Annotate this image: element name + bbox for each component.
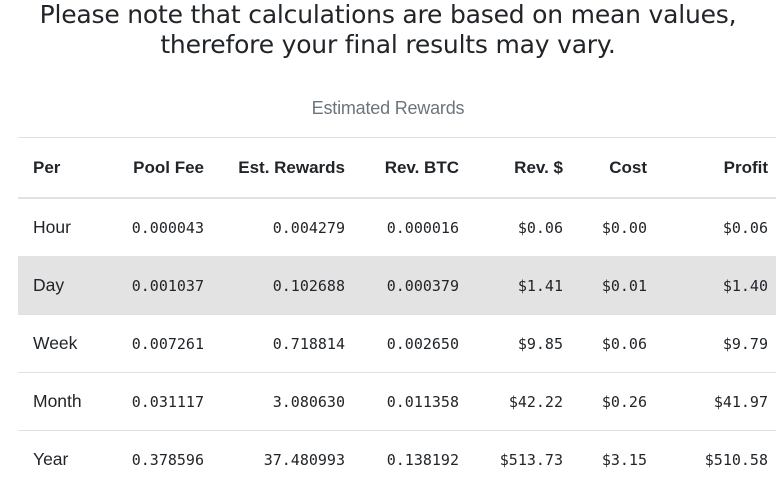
table-row: Month 0.031117 3.080630 0.011358 $42.22 … [18, 372, 776, 431]
cell-profit: $1.40 [647, 256, 776, 315]
cell-per: Hour [18, 197, 100, 257]
cell-per: Week [18, 314, 100, 373]
header-rev-usd: Rev. $ [459, 137, 563, 199]
table-row: Week 0.007261 0.718814 0.002650 $9.85 $0… [18, 314, 776, 373]
cell-profit: $0.06 [647, 197, 776, 257]
cell-pool-fee: 0.000043 [100, 197, 204, 257]
cell-rev-usd: $9.85 [459, 314, 563, 373]
cell-cost: $0.06 [563, 314, 647, 373]
estimated-rewards-table: Per Pool Fee Est. Rewards Rev. BTC Rev. … [18, 137, 776, 488]
cell-profit: $9.79 [647, 314, 776, 373]
header-per: Per [18, 137, 100, 199]
header-rev-btc: Rev. BTC [345, 137, 459, 199]
cell-rev-btc: 0.011358 [345, 372, 459, 431]
cell-per: Month [18, 372, 100, 431]
table-caption: Estimated Rewards [311, 98, 465, 118]
cell-pool-fee: 0.001037 [100, 256, 204, 315]
header-cost: Cost [563, 137, 647, 199]
cell-per: Year [18, 430, 100, 488]
cell-rev-btc: 0.002650 [345, 314, 459, 373]
notice-line-1: Please note that calculations are based … [39, 0, 737, 29]
cell-per: Day [18, 256, 100, 315]
cell-rev-usd: $513.73 [459, 430, 563, 488]
notice-line-2: therefore your final results may vary. [160, 30, 616, 59]
cell-pool-fee: 0.007261 [100, 314, 204, 373]
table-row: Hour 0.000043 0.004279 0.000016 $0.06 $0… [18, 197, 776, 257]
cell-rev-btc: 0.138192 [345, 430, 459, 488]
header-profit: Profit [647, 137, 776, 199]
table-header-row: Per Pool Fee Est. Rewards Rev. BTC Rev. … [18, 137, 776, 199]
cell-cost: $3.15 [563, 430, 647, 488]
cell-est-rewards: 37.480993 [204, 430, 345, 488]
cell-cost: $0.26 [563, 372, 647, 431]
cell-profit: $510.58 [647, 430, 776, 488]
header-pool-fee: Pool Fee [100, 137, 204, 199]
cell-est-rewards: 0.718814 [204, 314, 345, 373]
cell-profit: $41.97 [647, 372, 776, 431]
header-est-rewards: Est. Rewards [204, 137, 345, 199]
cell-rev-usd: $0.06 [459, 197, 563, 257]
cell-rev-btc: 0.000016 [345, 197, 459, 257]
cell-cost: $0.00 [563, 197, 647, 257]
cell-est-rewards: 3.080630 [204, 372, 345, 431]
table-row: Day 0.001037 0.102688 0.000379 $1.41 $0.… [18, 256, 776, 315]
cell-rev-usd: $1.41 [459, 256, 563, 315]
cell-cost: $0.01 [563, 256, 647, 315]
cell-est-rewards: 0.004279 [204, 197, 345, 257]
cell-rev-usd: $42.22 [459, 372, 563, 431]
table-row: Year 0.378596 37.480993 0.138192 $513.73… [18, 430, 776, 488]
cell-est-rewards: 0.102688 [204, 256, 345, 315]
calculation-notice: Please note that calculations are based … [0, 0, 776, 60]
cell-rev-btc: 0.000379 [345, 256, 459, 315]
cell-pool-fee: 0.031117 [100, 372, 204, 431]
cell-pool-fee: 0.378596 [100, 430, 204, 488]
